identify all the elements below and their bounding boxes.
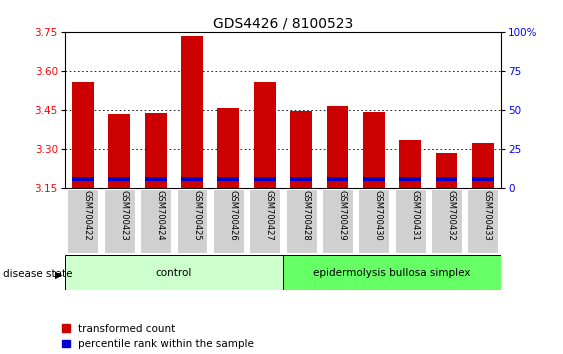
Bar (145, 113, 167, 188)
FancyBboxPatch shape (431, 189, 462, 253)
Bar (72, 177, 94, 181)
Bar (108, 177, 130, 181)
Text: GSM700430: GSM700430 (374, 190, 383, 240)
Text: GSM700432: GSM700432 (446, 190, 455, 240)
Text: GSM700422: GSM700422 (83, 190, 92, 240)
Text: GSM700427: GSM700427 (265, 190, 274, 240)
Bar (472, 143, 494, 188)
Bar (65, 255, 283, 290)
Title: GDS4426 / 8100523: GDS4426 / 8100523 (213, 17, 353, 31)
FancyBboxPatch shape (68, 189, 99, 253)
Bar (327, 177, 348, 181)
Bar (217, 177, 239, 181)
Bar (283, 255, 501, 290)
FancyBboxPatch shape (213, 189, 244, 253)
FancyBboxPatch shape (249, 189, 280, 253)
FancyBboxPatch shape (104, 189, 135, 253)
Text: GSM700431: GSM700431 (410, 190, 419, 240)
Bar (108, 114, 130, 188)
FancyBboxPatch shape (322, 189, 353, 253)
Text: GSM700423: GSM700423 (119, 190, 128, 240)
Bar (254, 177, 276, 181)
Bar (145, 177, 167, 181)
Bar (472, 177, 494, 181)
Bar (72, 82, 94, 188)
Bar (254, 82, 276, 188)
FancyBboxPatch shape (285, 189, 316, 253)
Text: control: control (155, 268, 192, 278)
Bar (436, 177, 457, 181)
Bar (399, 177, 421, 181)
Bar (181, 36, 203, 188)
Text: GSM700426: GSM700426 (229, 190, 238, 240)
Bar (436, 153, 457, 188)
Text: GSM700429: GSM700429 (337, 190, 346, 240)
FancyBboxPatch shape (140, 189, 171, 253)
FancyBboxPatch shape (359, 189, 389, 253)
Text: epidermolysis bullosa simplex: epidermolysis bullosa simplex (313, 268, 471, 278)
Text: disease state: disease state (3, 269, 72, 279)
Bar (181, 177, 203, 181)
Text: GSM700424: GSM700424 (155, 190, 164, 240)
Text: ▶: ▶ (55, 269, 63, 279)
Bar (363, 112, 385, 188)
FancyBboxPatch shape (467, 189, 498, 253)
Bar (290, 111, 312, 188)
Legend: transformed count, percentile rank within the sample: transformed count, percentile rank withi… (61, 324, 254, 349)
Bar (327, 106, 348, 188)
Text: GSM700428: GSM700428 (301, 190, 310, 240)
FancyBboxPatch shape (395, 189, 426, 253)
Text: GSM700425: GSM700425 (192, 190, 201, 240)
Bar (290, 177, 312, 181)
Bar (363, 177, 385, 181)
Bar (399, 139, 421, 188)
Bar (217, 108, 239, 188)
Text: GSM700433: GSM700433 (483, 190, 492, 240)
FancyBboxPatch shape (177, 189, 207, 253)
